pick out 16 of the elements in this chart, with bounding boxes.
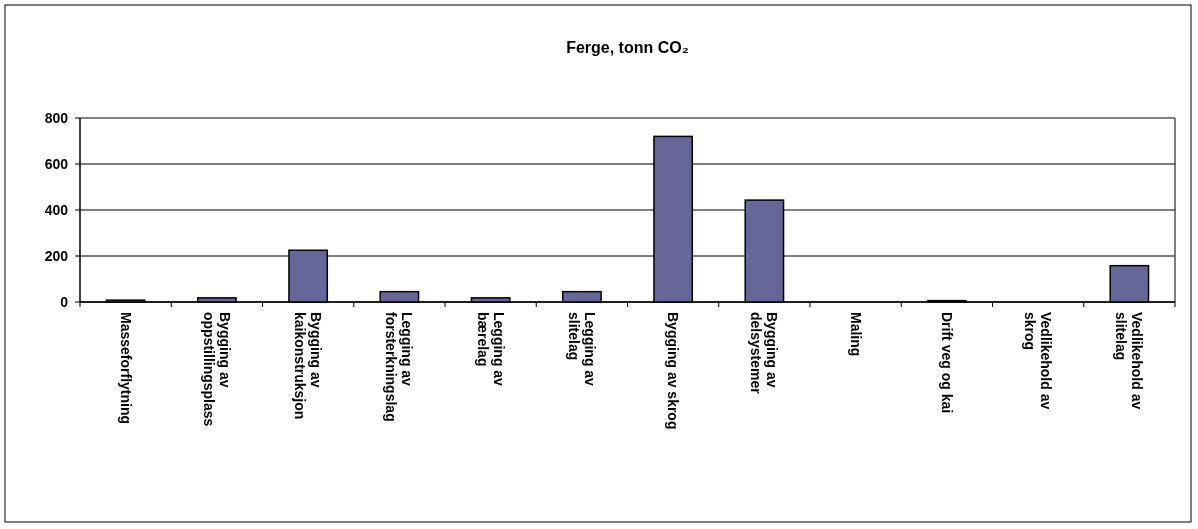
x-tick-label: Vedlikehold av skrog — [1022, 312, 1055, 410]
x-tick-label: Legging av slitelag — [565, 312, 598, 387]
chart-title: Ferge, tonn CO₂ — [566, 39, 689, 56]
y-tick-label: 200 — [44, 248, 69, 264]
y-tick-label: 800 — [44, 110, 69, 126]
x-tick-label: Legging av bærelag — [474, 312, 507, 387]
y-tick-label: 400 — [44, 202, 69, 218]
x-tick-label: Vedlikehold av slitelag — [1113, 312, 1146, 410]
x-tick-label: Bygging av skrog — [665, 312, 682, 430]
y-tick-label: 0 — [60, 294, 69, 310]
x-tick-label: Drift veg og kai — [938, 312, 955, 414]
x-tick-label: Bygging av oppstillingsplass — [200, 312, 233, 427]
x-tick-label: Masseforflytning — [117, 312, 134, 425]
x-tick-label: Bygging av delsystemer — [748, 312, 781, 395]
y-tick-label: 600 — [44, 156, 69, 172]
x-tick-label: Maling — [847, 312, 864, 357]
